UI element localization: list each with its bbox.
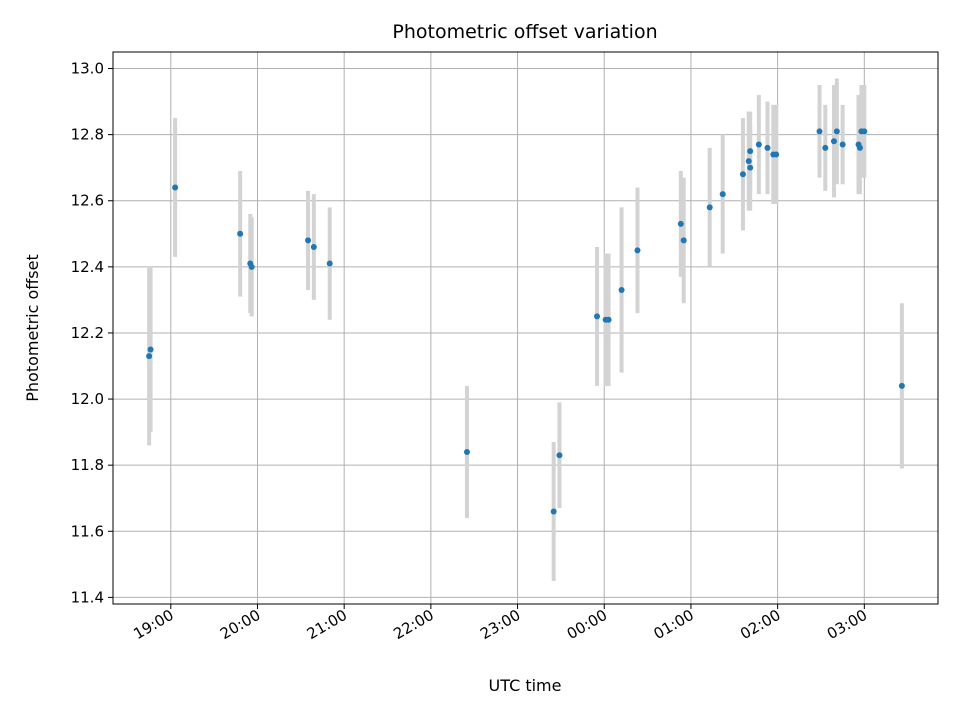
data-point [839,141,846,148]
data-point [755,141,762,148]
data-point [605,316,612,323]
data-point [830,138,837,145]
data-point [463,448,470,455]
data-point [550,508,557,515]
data-point [147,346,154,353]
y-tick-label: 12.8 [71,126,104,144]
data-point [833,128,840,135]
y-tick-label: 12.2 [71,324,104,342]
data-point [856,144,863,151]
data-point [816,128,823,135]
y-tick-label: 12.4 [71,258,104,276]
data-point [861,128,868,135]
y-tick-label: 12.6 [71,192,104,210]
data-point [680,237,687,244]
y-tick-label: 11.4 [71,588,104,606]
chart-title: Photometric offset variation [392,21,657,43]
y-tick-label: 13.0 [71,60,104,78]
data-point [739,171,746,178]
data-point [747,148,754,155]
data-point [773,151,780,158]
data-point [719,191,726,198]
data-point [305,237,312,244]
data-point [747,164,754,171]
data-point [706,204,713,211]
grid [113,52,938,604]
data-point [822,144,829,151]
data-point [310,244,317,251]
data-point [172,184,179,191]
data-point [556,452,563,459]
y-tick-label: 11.8 [71,456,104,474]
data-point [898,382,905,389]
plot-frame [112,51,939,605]
data-point [326,260,333,267]
x-axis-label: UTC time [489,676,562,695]
data-point [764,144,771,151]
data-point [146,353,153,360]
data-point [677,220,684,227]
y-tick-label: 12.0 [71,390,104,408]
data-point [745,158,752,165]
y-axis-label: Photometric offset [23,254,42,402]
data-point [634,247,641,254]
data-point [594,313,601,320]
data-point [248,263,255,270]
data-point [618,286,625,293]
y-tick-label: 11.6 [71,522,104,540]
data-point [237,230,244,237]
data-points [146,128,905,515]
